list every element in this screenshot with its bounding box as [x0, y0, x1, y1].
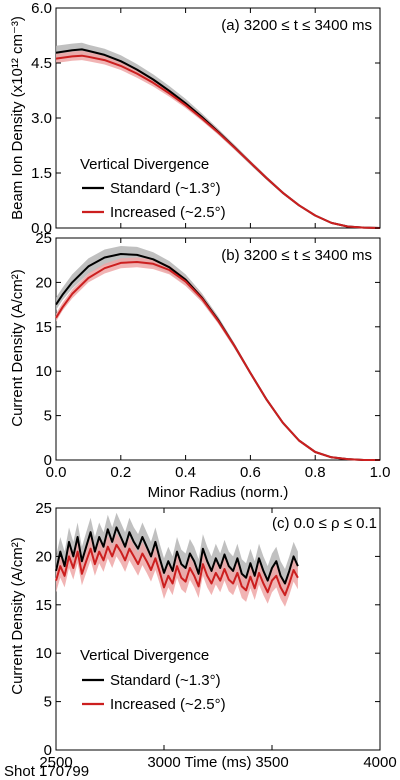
- legend-increased-label: Increased (~2.5°): [110, 204, 226, 221]
- x-tick-label: 0.8: [305, 464, 326, 481]
- panel-b-ylabel: Current Density (A/cm²): [9, 269, 26, 427]
- x-tick-label: 1.0: [370, 464, 391, 481]
- y-tick-label: 3.0: [31, 110, 52, 127]
- y-tick-label: 25: [35, 500, 52, 517]
- y-tick-label: 0: [44, 742, 52, 759]
- y-tick-label: 10: [35, 363, 52, 380]
- y-tick-label: 10: [35, 645, 52, 662]
- legend-increased-label: Increased (~2.5°): [110, 696, 226, 713]
- x-tick-label: 0.4: [175, 464, 196, 481]
- y-tick-label: 15: [35, 597, 52, 614]
- legend-standard-label: Standard (~1.3°): [110, 180, 221, 197]
- x-tick-label: 0.6: [240, 464, 261, 481]
- y-tick-label: 0.0: [31, 220, 52, 237]
- y-tick-label: 25: [35, 230, 52, 247]
- panel-b-annotation: (b) 3200 ≤ t ≤ 3400 ms: [221, 247, 372, 264]
- panel-c-standard-line: [55, 526, 299, 585]
- y-tick-label: 1.5: [31, 165, 52, 182]
- panel-c-lines: [55, 526, 299, 597]
- panel-a-increased-line: [55, 54, 381, 229]
- y-tick-label: 4.5: [31, 55, 52, 72]
- panel-b-frame: [55, 237, 381, 461]
- panel-c-legend: Vertical Divergence Standard (~1.3°) Inc…: [80, 647, 226, 713]
- panel-c-ylabel: Current Density (A/cm²): [9, 537, 26, 695]
- panel-a-annotation: (a) 3200 ≤ t ≤ 3400 ms: [221, 17, 372, 34]
- x-tick-label: 0.0: [46, 464, 67, 481]
- panel-a-ylabel: Beam Ion Density (x10¹² cm⁻³): [9, 16, 26, 220]
- panel-b-bands: [56, 246, 380, 460]
- panel-b-lines: [55, 253, 380, 461]
- y-tick-label: 15: [35, 319, 52, 336]
- legend-standard-label: Standard (~1.3°): [110, 672, 221, 689]
- panel-c-frame: [55, 507, 381, 751]
- panel-b-xlabel: Minor Radius (norm.): [148, 484, 289, 501]
- panel-c-xlabel: Time (ms): [185, 754, 252, 771]
- panel-c: 0 5 10 15 20 25 2500 3000 3500 4000 (c) 0.0 ≤ ρ ≤…: [9, 500, 397, 771]
- y-tick-label: 6.0: [31, 0, 52, 17]
- x-tick-label: 3000: [147, 754, 180, 771]
- panel-b-increased-band: [56, 257, 380, 460]
- legend-title: Vertical Divergence: [80, 647, 209, 664]
- panel-b-standard-band: [56, 246, 380, 460]
- panel-a-standard-band: [56, 42, 380, 228]
- panel-a-lines: [55, 48, 381, 229]
- y-tick-label: 5: [44, 694, 52, 711]
- panel-c-bands: [56, 512, 298, 607]
- panel-a: 0.0 1.5 3.0 4.5 6.0 (a) 3200 ≤ t ≤ 3400 ms B…: [9, 0, 381, 237]
- panel-b-standard-line: [55, 253, 380, 461]
- panel-a-bands: [56, 42, 380, 229]
- y-tick-label: 20: [35, 274, 52, 291]
- panel-b-increased-line: [55, 261, 380, 461]
- x-tick-label: 2500: [39, 754, 72, 771]
- shot-label: Shot 170799: [4, 763, 89, 780]
- legend-title: Vertical Divergence: [80, 156, 209, 173]
- y-tick-label: 0: [44, 452, 52, 469]
- x-tick-label: 4000: [363, 754, 396, 771]
- y-tick-label: 20: [35, 548, 52, 565]
- panel-c-ticks: 0 5 10 15 20 25 2500 3000 3500 4000: [35, 500, 396, 771]
- y-tick-label: 5: [44, 408, 52, 425]
- panel-b: 0 5 10 15 20 25 0.0 0.2 0.4 0.6 0.8 1.0 (b) 3200 ≤ …: [9, 230, 390, 501]
- panel-a-standard-line: [55, 48, 381, 229]
- panel-c-annotation: (c) 0.0 ≤ ρ ≤ 0.1: [272, 515, 377, 532]
- panel-a-increased-band: [56, 50, 380, 229]
- x-tick-label: 0.2: [110, 464, 131, 481]
- panel-a-ticks: 0.0 1.5 3.0 4.5 6.0: [31, 0, 381, 237]
- panel-c-increased-line: [55, 543, 299, 597]
- panel-a-legend: Vertical Divergence Standard (~1.3°) Inc…: [80, 156, 226, 221]
- x-tick-label: 3500: [255, 754, 288, 771]
- panel-b-ticks: 0 5 10 15 20 25 0.0 0.2 0.4 0.6 0.8 1.0: [35, 230, 390, 481]
